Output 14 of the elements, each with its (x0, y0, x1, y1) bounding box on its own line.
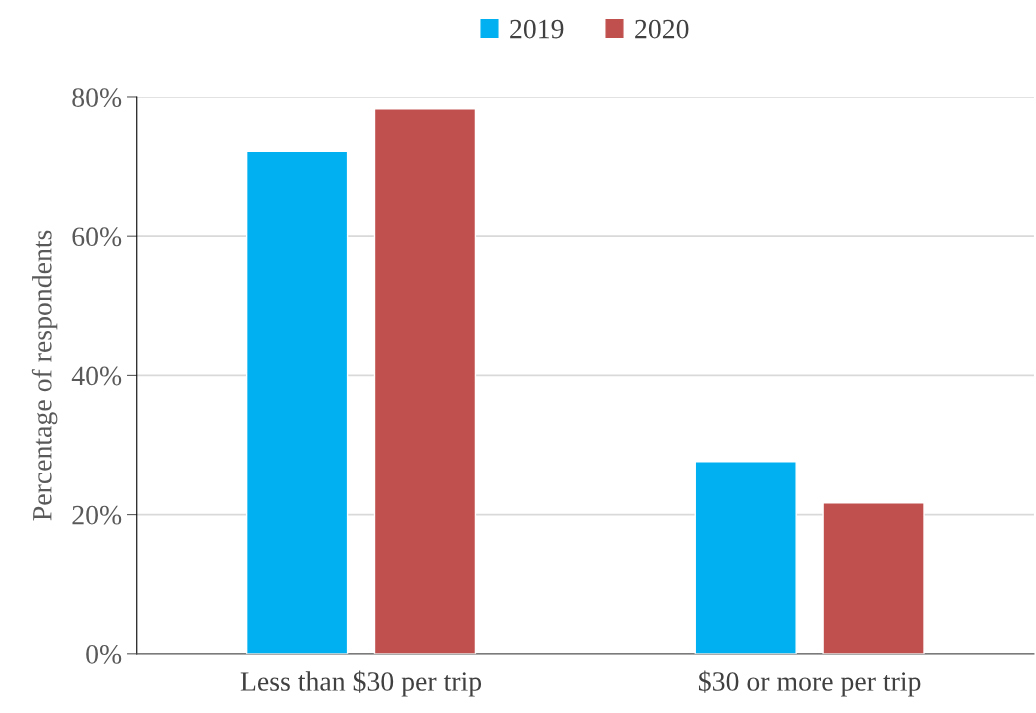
x-tick-label: $30 or more per trip (698, 670, 921, 697)
y-tick-label: 0% (86, 644, 122, 664)
x-tick-label: Less than $30 per trip (240, 670, 482, 697)
legend-label: 2019 (510, 19, 564, 39)
y-axis-title: Percentage of respondents (31, 230, 58, 521)
y-tick-label: 60% (72, 227, 122, 247)
bar (245, 150, 349, 654)
y-tick-label: 40% (71, 366, 122, 386)
bar (373, 108, 477, 654)
legend-label: 2020 (635, 19, 689, 39)
bar (822, 502, 925, 654)
y-tick-label: 80% (72, 88, 122, 107)
y-tick-label: 20% (72, 505, 122, 525)
bar (694, 461, 797, 654)
